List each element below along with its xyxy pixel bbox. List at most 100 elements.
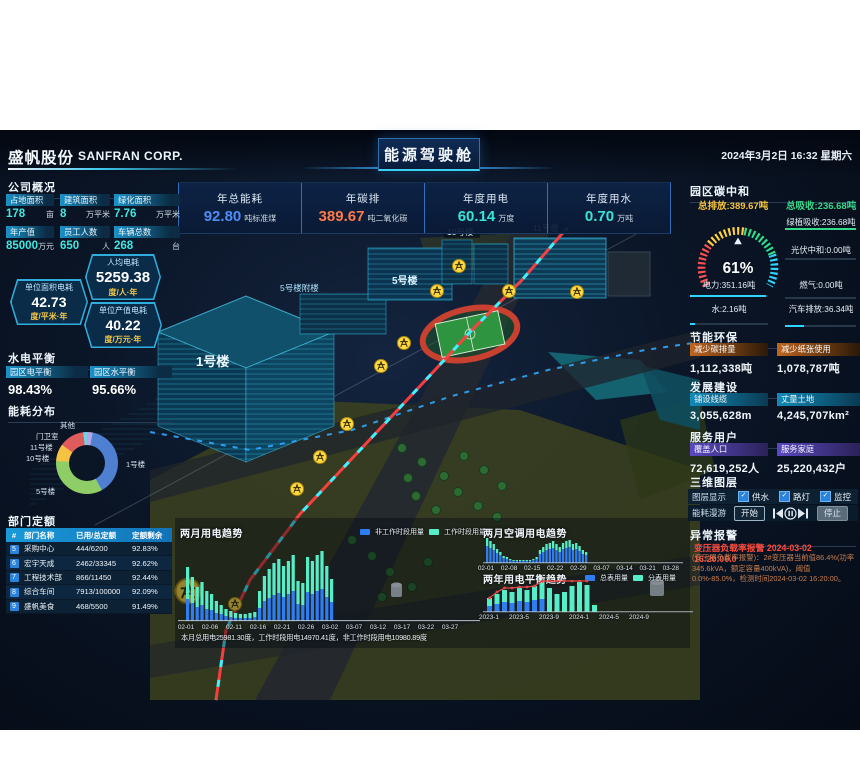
section-energy-distribution: 能耗分布 <box>8 403 172 423</box>
kpi-value: 92.80 <box>203 208 242 225</box>
balance-water-value: 95.66% <box>92 382 137 397</box>
media-controls[interactable] <box>773 506 809 520</box>
datetime: 2024年3月2日 16:32 星期六 <box>721 150 852 162</box>
page-title: 能源驾驶舱 <box>378 138 480 171</box>
gauge-pointer <box>734 237 742 245</box>
kpi-value: 0.70 <box>584 208 615 225</box>
gauge-value: 61% <box>723 260 754 277</box>
carbon-green-absorb: 绿植吸收:236.68吨 <box>786 217 856 227</box>
dev-chip-land: 丈量土地 <box>777 393 860 406</box>
donut-label-b5: 5号楼 <box>36 487 56 496</box>
checkbox-street-lights[interactable]: ✓ 路灯 <box>779 491 810 503</box>
dev-chip-cable: 铺设线缆 <box>690 393 768 406</box>
roam-row: 能耗漫游 开始 停止 <box>688 505 858 521</box>
stop-button[interactable]: 停止 <box>817 505 849 521</box>
donut-label-other: 其他 <box>60 421 75 430</box>
stat-employees: 员工人数 650 人 <box>60 226 110 252</box>
carbon-bar <box>690 323 768 325</box>
alarm-detail: (变压器负载率报警)：2#变压器当前值86.4%(功率345.6kVA，额定容量… <box>692 553 855 584</box>
carbon-bar <box>785 297 856 299</box>
stat-vehicles: 车辆总数 268 台 <box>114 226 180 252</box>
kpi-value: 389.67 <box>318 208 365 225</box>
checkbox-cctv[interactable]: ✓ 监控 <box>820 491 851 503</box>
checkbox-water-supply[interactable]: ✓ 供水 <box>738 491 769 503</box>
table-row: 5 采购中心 444/6200 92.83% <box>6 542 172 557</box>
table-row: 9 盛帆美食 468/5500 91.49% <box>6 599 172 614</box>
carbon-total-emission: 总排放:389.67吨 <box>698 201 769 212</box>
svc-chip-families: 服务家庭 <box>777 443 860 456</box>
svc-chip-population: 覆盖人口 <box>690 443 768 456</box>
chart-ac-bars <box>483 538 683 564</box>
section-carbon-neutral: 园区碳中和 <box>690 183 856 203</box>
skip-forward-icon <box>798 508 809 518</box>
carbon-water: 水:2.16吨 <box>711 304 747 314</box>
table-row: 6 宏宇天成 2462/33345 92.62% <box>6 556 172 571</box>
section-alarms: 异常报警 <box>690 527 856 547</box>
badge-per-capita: 人均电耗 5259.38 度/人·年 <box>85 254 161 300</box>
donut-label-b1: 1号楼 <box>126 460 146 469</box>
alarm-title[interactable]: 变压器负载率报警 2024-03-02 16:20:00.0 <box>694 543 812 564</box>
section-dev: 发展建设 <box>690 379 856 399</box>
chart-electricity-title: 两月用电趋势 <box>180 529 243 540</box>
chart-electricity-summary: 本月总用电25981.30度，工作时段用电14970.41度，非工作时段用电10… <box>181 633 427 642</box>
stat-output-value: 年产值 85000 万元 <box>6 226 54 252</box>
kpi-card-electricity: 年度用电 60.14 万度 <box>424 183 547 233</box>
kpi-value: 60.14 <box>457 208 496 225</box>
title-flank-right <box>478 167 556 169</box>
chart-electricity-bars <box>178 551 480 622</box>
badge-per-output: 单位产值电耗 40.22 度/万元·年 <box>84 302 162 348</box>
title-flank-left <box>300 167 378 169</box>
table-row: 7 工程技术部 866/11450 92.44% <box>6 570 172 586</box>
carbon-bar <box>785 228 856 230</box>
start-button[interactable]: 开始 <box>734 505 766 521</box>
env-chip-carbon: 减少碳排量 <box>690 343 768 356</box>
donut-label-b10: 10号楼 <box>26 454 50 463</box>
section-env: 节能环保 <box>690 329 856 349</box>
roam-label: 能耗漫游 <box>692 508 727 518</box>
carbon-bar <box>785 325 856 327</box>
balance-water-label: 园区水平衡 <box>90 366 172 378</box>
legend-swatch-nonwork <box>360 529 370 535</box>
stat-building-area: 建筑面积 8 万平米 <box>60 194 110 220</box>
env-value-carbon: 1,112,338吨 <box>690 363 753 375</box>
dev-value-land: 4,245,707km² <box>777 410 850 422</box>
dev-value-cable: 3,055,628m <box>690 410 752 422</box>
skip-back-icon <box>773 508 784 518</box>
donut-hole <box>69 445 105 481</box>
table-row: 8 综合车间 7913/100000 92.09% <box>6 585 172 600</box>
carbon-gas: 燃气:0.00吨 <box>799 280 843 290</box>
carbon-pv: 光伏中和:0.00吨 <box>791 245 851 255</box>
dept-quota-table: # 部门名称 已用/总定额 定额剩余 5 采购中心 444/6200 92.83… <box>6 528 172 614</box>
chart-yearly-bars <box>483 580 693 613</box>
checkbox-checked-icon: ✓ <box>779 491 791 502</box>
env-value-paper: 1,078,787吨 <box>777 363 840 375</box>
stat-green-area: 绿化面积 7.76 万平米 <box>114 194 180 220</box>
pause-icon <box>784 506 797 520</box>
carbon-bar <box>690 295 768 297</box>
layer-display-row: 图层显示 ✓ 供水 ✓ 路灯 ✓ 监控 <box>688 489 858 504</box>
company-underline <box>8 168 238 170</box>
carbon-bar <box>785 258 856 260</box>
company-name-en: SANFRAN CORP. <box>78 149 183 163</box>
legend-swatch-work <box>429 529 439 535</box>
chart-yearly-xaxis: 2023-1 2023-5 2023-9 2024-1 2024-5 2024-9 <box>479 614 649 621</box>
balance-elec-value: 98.43% <box>8 382 53 397</box>
checkbox-checked-icon: ✓ <box>820 491 832 502</box>
chart-electricity-xaxis: 02-01 02-06 02-11 02-16 02-21 02-26 03-02 03-07… <box>177 624 459 631</box>
svc-value-families: 25,220,432户 <box>777 463 847 475</box>
carbon-gauge: 61% <box>697 227 779 288</box>
badge-per-area: 单位面积电耗 42.73 度/平米·年 <box>10 279 88 325</box>
kpi-card-water: 年度用水 0.70 万吨 <box>547 183 670 233</box>
carbon-total-absorb: 总吸收:236.68吨 <box>786 201 857 212</box>
layer-display-label: 图层显示 <box>692 491 727 502</box>
checkbox-checked-icon: ✓ <box>738 491 750 502</box>
carbon-vehicle: 汽车排放:36.34吨 <box>788 304 854 314</box>
donut-label-b11: 11号楼 <box>30 443 53 452</box>
company-name: 盛帆股份 <box>8 150 75 167</box>
balance-elec-label: 园区电平衡 <box>6 366 88 378</box>
kpi-card-total-energy: 年总能耗 92.80 吨标准煤 <box>178 183 301 233</box>
donut-label-gatehouse: 门卫室 <box>36 432 59 441</box>
kpi-card-carbon: 年碳排 389.67 吨二氧化碳 <box>301 183 424 233</box>
kpi-row: 年总能耗 92.80 吨标准煤 年碳排 389.67 吨二氧化碳 年度用电 60.1… <box>178 182 671 234</box>
